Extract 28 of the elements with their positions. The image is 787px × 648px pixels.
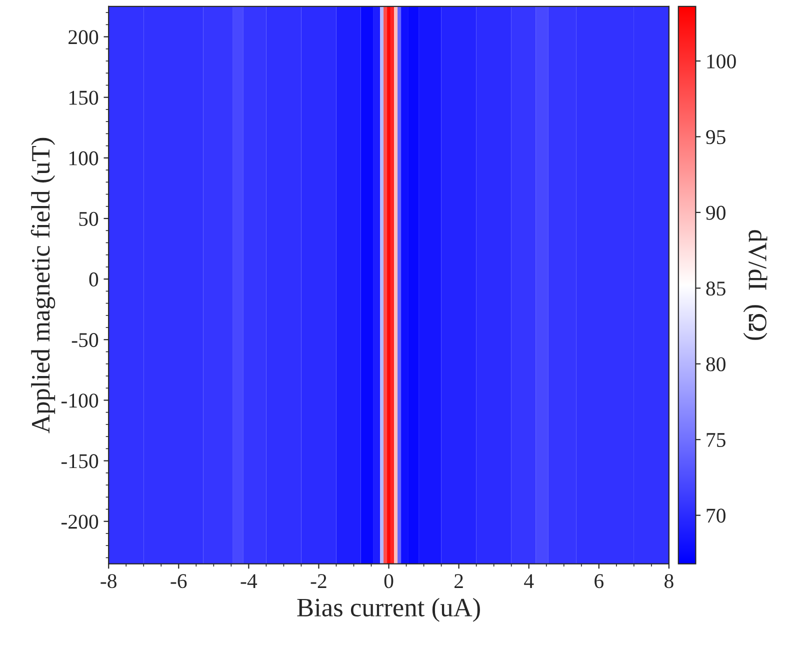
x-tick-label: -8 — [100, 574, 116, 588]
x-axis-title: Bias current (uA) — [297, 598, 480, 622]
color-bar-label: 80 — [706, 357, 726, 372]
color-bar-label: 85 — [706, 282, 726, 296]
color-bar-label: 90 — [706, 206, 726, 220]
color-bar-title: dV/dI (Ω) — [743, 230, 768, 340]
color-bar-label: 95 — [706, 130, 726, 144]
x-tick-label: 8 — [664, 574, 674, 588]
x-tick-label: -2 — [310, 574, 326, 588]
y-tick-label: 150 — [69, 90, 98, 105]
y-tick-label: 200 — [68, 30, 98, 44]
y-axis-title: Applied magnetic field (uT) — [30, 138, 56, 434]
y-tick-label: 50 — [79, 212, 98, 226]
color-bar-label: 70 — [706, 508, 726, 523]
x-tick-label: 4 — [524, 574, 534, 588]
y-tick-label: -50 — [72, 333, 98, 348]
y-tick-label: -150 — [61, 454, 98, 468]
color-bar-label: 100 — [707, 54, 736, 68]
y-tick-label: 0 — [89, 272, 98, 286]
x-tick-label: 0 — [384, 574, 394, 588]
y-tick-label: 100 — [69, 151, 98, 166]
x-tick-label: -4 — [240, 574, 258, 588]
y-tick-label: -200 — [61, 514, 98, 529]
x-tick-label: -6 — [170, 574, 187, 588]
color-bar-label: 75 — [706, 433, 726, 448]
y-tick-label: -100 — [61, 394, 98, 408]
x-tick-label: 6 — [594, 574, 604, 588]
x-tick-label: 2 — [454, 574, 463, 588]
